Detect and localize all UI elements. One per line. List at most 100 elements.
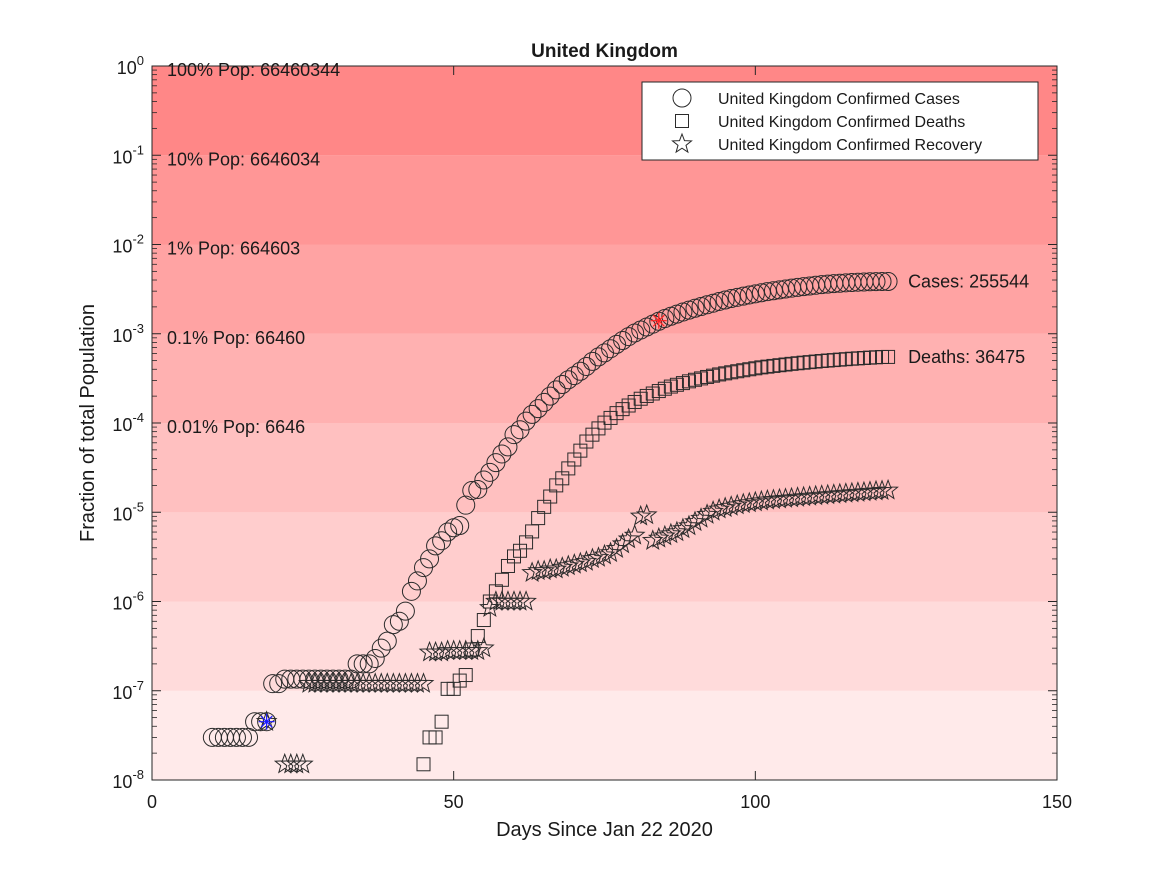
highlight-asterisk-stroke bbox=[260, 715, 273, 728]
recovery-point bbox=[732, 492, 755, 514]
x-tick-label: 0 bbox=[147, 792, 157, 812]
band-decade bbox=[152, 155, 1057, 245]
recovery-point bbox=[726, 493, 749, 515]
cases-point bbox=[522, 404, 542, 424]
population-band-label: 1% Pop: 664603 bbox=[167, 239, 300, 259]
legend-entry: United Kingdom Confirmed Recovery bbox=[718, 137, 982, 154]
recovery-point bbox=[871, 479, 893, 501]
cases-point bbox=[739, 285, 759, 305]
band-decade bbox=[152, 423, 1057, 513]
legend-box bbox=[641, 81, 1039, 161]
recovery-point bbox=[563, 553, 586, 574]
deaths-point bbox=[881, 349, 896, 364]
y-tick-label: 10-8 bbox=[112, 767, 144, 792]
y-tick-base: 10 bbox=[117, 58, 137, 78]
cases-point bbox=[474, 470, 494, 490]
recovery-point bbox=[816, 483, 839, 505]
y-tick-label: 10-3 bbox=[112, 321, 144, 346]
cases-point bbox=[420, 549, 440, 569]
cases-point bbox=[516, 411, 536, 431]
cases-point bbox=[456, 495, 476, 515]
x-axis-label: Days Since Jan 22 2020 bbox=[496, 819, 713, 841]
recovery-point bbox=[762, 488, 785, 510]
recovery-point bbox=[533, 559, 556, 581]
recovery-point bbox=[792, 485, 815, 507]
legend-marker-star bbox=[671, 132, 693, 154]
y-tick-base: 10 bbox=[112, 415, 132, 435]
y-tick-exponent: -1 bbox=[132, 142, 144, 157]
recovery-point bbox=[587, 546, 610, 567]
cases-point bbox=[751, 283, 771, 303]
recovery-point bbox=[509, 590, 531, 611]
deaths-point bbox=[476, 613, 491, 628]
recovery-point bbox=[720, 495, 743, 516]
cases-point bbox=[365, 648, 385, 668]
recovery-point bbox=[744, 490, 767, 512]
cases-point bbox=[866, 272, 886, 292]
recovery-point bbox=[660, 522, 682, 544]
recovery-point bbox=[841, 481, 863, 503]
cases-point bbox=[492, 444, 512, 464]
recovery-point bbox=[623, 523, 646, 545]
deaths-point bbox=[428, 730, 443, 745]
recovery-point bbox=[859, 480, 881, 501]
cases-point bbox=[233, 727, 252, 747]
y-tick-label: 10-2 bbox=[112, 232, 144, 257]
recovery-point bbox=[774, 487, 797, 508]
recovery-point bbox=[828, 482, 851, 504]
y-tick-exponent: -2 bbox=[132, 232, 144, 247]
y-tick-exponent: -7 bbox=[132, 678, 144, 693]
cases-point bbox=[468, 479, 488, 499]
legend-entry: United Kingdom Confirmed Cases bbox=[718, 91, 960, 108]
y-axis-label: Fraction of total Population bbox=[77, 304, 99, 542]
recovery-point bbox=[641, 529, 664, 550]
y-tick-base: 10 bbox=[112, 683, 132, 703]
y-tick-label: 10-5 bbox=[112, 499, 144, 524]
x-tick-label: 100 bbox=[740, 792, 770, 812]
recovery-point bbox=[756, 488, 779, 510]
cases-point bbox=[872, 271, 892, 291]
recovery-point bbox=[804, 484, 827, 506]
y-tick-label: 10-6 bbox=[112, 589, 144, 614]
recovery-point bbox=[714, 496, 737, 518]
deaths-point bbox=[416, 757, 431, 772]
cases-point bbox=[709, 291, 729, 311]
recovery-point bbox=[853, 480, 875, 502]
y-tick-exponent: -6 bbox=[132, 589, 144, 604]
highlight-asterisk-stroke bbox=[652, 314, 665, 327]
ticks: 0 50 100 15010-810-710-610-510-410-310-210-… bbox=[112, 53, 1072, 812]
highlight-asterisk-red bbox=[650, 312, 667, 329]
recovery-point bbox=[291, 752, 314, 774]
cases-point bbox=[263, 674, 283, 694]
cases-point bbox=[540, 386, 560, 406]
recovery-point bbox=[865, 479, 887, 501]
cases-point bbox=[607, 334, 627, 354]
recovery-point bbox=[834, 482, 857, 503]
y-tick-exponent: -5 bbox=[132, 499, 144, 514]
recovery-point bbox=[430, 640, 453, 662]
band-decade bbox=[152, 690, 1057, 780]
recovery-point bbox=[527, 559, 549, 581]
cases-point bbox=[226, 727, 246, 747]
recovery-point bbox=[539, 557, 562, 579]
recovery-point bbox=[412, 672, 435, 693]
y-tick-label: 10-1 bbox=[112, 142, 144, 167]
legend-marker-circle bbox=[672, 88, 692, 108]
cases-point bbox=[576, 356, 596, 376]
population-band-label: 10% Pop: 6646034 bbox=[167, 149, 320, 169]
recovery-point bbox=[810, 484, 833, 505]
cases-point bbox=[377, 631, 397, 651]
legend-entry: United Kingdom Confirmed Deaths bbox=[718, 114, 965, 131]
recovery-point bbox=[460, 639, 483, 661]
cases-point bbox=[715, 290, 735, 310]
cases-point bbox=[426, 536, 446, 556]
recovery-point bbox=[768, 487, 791, 509]
cases-point bbox=[745, 284, 765, 304]
cases-point bbox=[613, 331, 633, 351]
deaths-point bbox=[494, 572, 509, 587]
annotation-labels: 100% Pop: 66460344 10% Pop: 6646034 1% Pop… bbox=[167, 60, 1029, 437]
cases-point bbox=[878, 271, 898, 291]
cases-point bbox=[733, 286, 753, 306]
y-tick-exponent: -8 bbox=[132, 767, 144, 782]
